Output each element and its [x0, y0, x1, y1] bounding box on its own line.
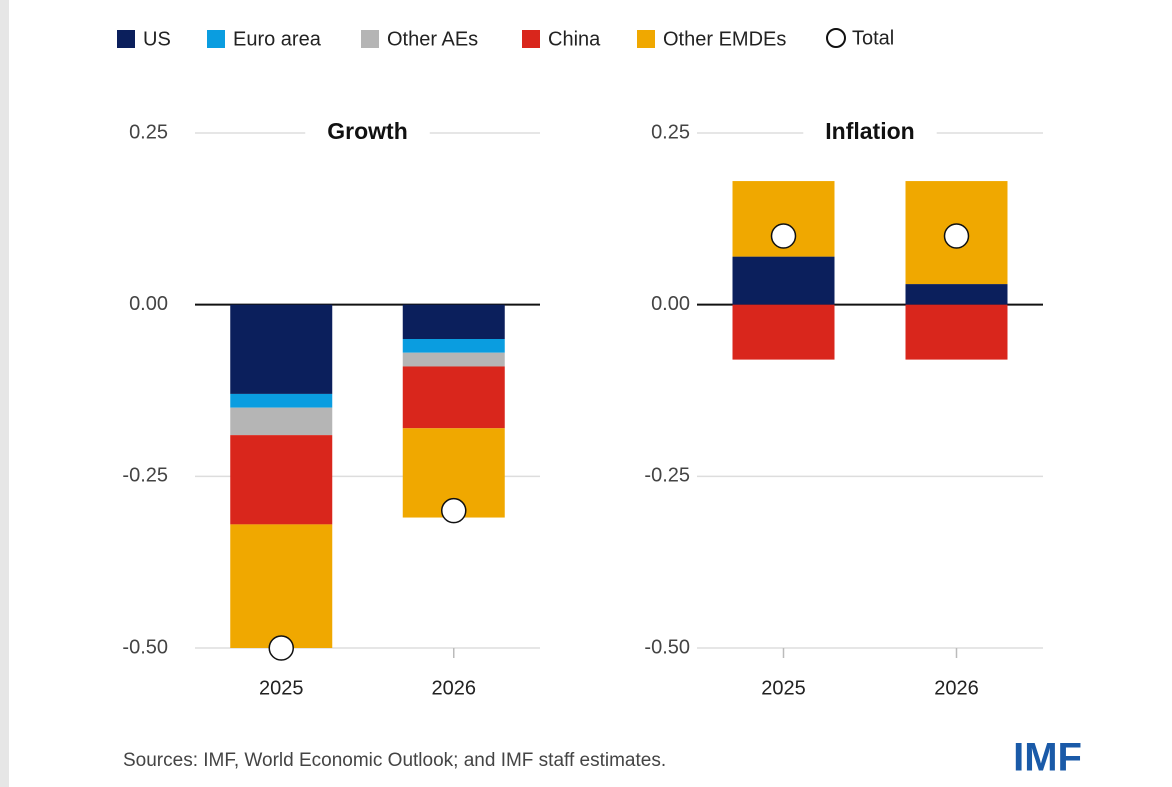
bar-segment: US [732, 256, 835, 305]
bar-segment: China [402, 366, 505, 429]
bar-segment: China [230, 435, 333, 525]
y-tick-label: 0.25 [651, 121, 690, 143]
legend-label: China [548, 28, 601, 50]
legend-swatch [117, 30, 135, 48]
bar-segment: US [230, 304, 333, 394]
total-marker: Total [441, 497, 467, 524]
x-tick-label: 2026 [432, 677, 477, 699]
legend-label: Other EMDEs [663, 28, 786, 50]
total-marker: Total [770, 223, 797, 249]
y-tick-label: -0.25 [644, 465, 690, 487]
legend-label: Total [852, 27, 894, 49]
legend-label: Other AEs [387, 28, 478, 50]
bar-segment: China [732, 304, 835, 360]
title-background [803, 118, 937, 145]
legend-marker [826, 28, 846, 48]
total-marker: Total [943, 223, 970, 249]
y-tick-label: 0.00 [129, 293, 168, 315]
legend-label: Euro area [233, 28, 322, 50]
bar-segment: Other AEs [402, 352, 505, 367]
bar-segment: Other AEs [230, 407, 333, 436]
bar-segment: Euro area [402, 339, 505, 353]
source-note: Sources: IMF, World Economic Outlook; an… [123, 750, 666, 771]
legend-swatch [207, 30, 225, 48]
x-tick-label: 2025 [259, 677, 304, 699]
bar-segment: US [905, 284, 1008, 305]
bar-segment: US [402, 304, 505, 339]
legend-swatch [361, 30, 379, 48]
x-tick-label: 2025 [761, 677, 806, 699]
y-tick-label: -0.50 [644, 636, 690, 658]
x-tick-label: 2026 [934, 677, 979, 699]
bar-segment: China [905, 304, 1008, 360]
legend-label: US [143, 28, 171, 50]
chart-title: Inflation [825, 118, 914, 144]
side-border [0, 0, 9, 787]
title-background [305, 118, 430, 145]
y-tick-label: -0.25 [122, 465, 168, 487]
total-marker: Total [268, 635, 294, 661]
bar-segment: Euro area [230, 393, 333, 408]
y-tick-label: -0.50 [122, 636, 168, 658]
legend-swatch [522, 30, 540, 48]
logo: IMF [1013, 736, 1082, 780]
legend-swatch [637, 30, 655, 48]
bar-segment: Other EMDEs [230, 524, 333, 648]
y-tick-label: 0.00 [651, 293, 690, 315]
y-tick-label: 0.25 [129, 121, 168, 143]
chart-title: Growth [327, 118, 408, 144]
